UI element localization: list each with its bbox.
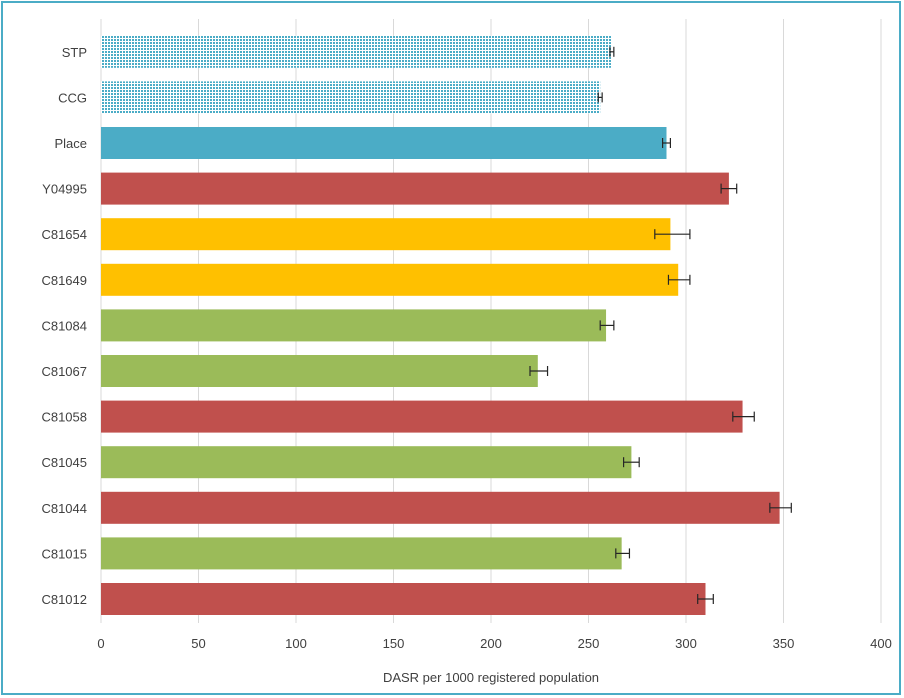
bar-chart: STP CCG Place Y04995 C81654 C81649 C81084 C8106… (41, 19, 892, 685)
x-tick-label: 0 (97, 636, 104, 651)
bar (101, 81, 601, 114)
bar (101, 263, 679, 296)
bar (101, 35, 612, 68)
category-label: CCG (58, 90, 87, 105)
category-label: Y04995 (42, 182, 87, 197)
x-tick-label: 200 (480, 636, 502, 651)
x-tick-label: 100 (285, 636, 307, 651)
x-tick-label: 250 (578, 636, 600, 651)
bar (101, 446, 632, 479)
category-label: C81045 (41, 455, 87, 470)
category-label: C81015 (41, 546, 87, 561)
x-tick-label: 300 (675, 636, 697, 651)
bar (101, 537, 622, 570)
bar (101, 355, 538, 387)
x-tick-label: 150 (383, 636, 405, 651)
x-tick-label: 350 (773, 636, 795, 651)
category-label: STP (62, 45, 87, 60)
x-tick-label: 400 (870, 636, 892, 651)
error-bars (529, 46, 792, 604)
category-labels: STP CCG Place Y04995 C81654 C81649 C81084 C8106… (41, 45, 87, 607)
bar (101, 583, 706, 615)
category-label: C81058 (41, 410, 87, 425)
bar (101, 491, 780, 524)
bar (101, 172, 729, 205)
category-label: C81012 (41, 592, 87, 607)
category-label: C81084 (41, 318, 87, 333)
bar (101, 400, 743, 433)
category-label: C81067 (41, 364, 87, 379)
x-tick-labels: 0 50 100 150 200 250 300 350 400 (97, 636, 891, 651)
bars (101, 35, 780, 615)
category-label: C81654 (41, 227, 87, 242)
category-label: C81044 (41, 501, 87, 516)
category-label: Place (54, 136, 87, 151)
bar (101, 218, 671, 251)
category-label: C81649 (41, 273, 87, 288)
bar (101, 127, 667, 159)
x-axis-title: DASR per 1000 registered population (383, 670, 599, 685)
x-tick-label: 50 (191, 636, 205, 651)
bar (101, 309, 607, 342)
